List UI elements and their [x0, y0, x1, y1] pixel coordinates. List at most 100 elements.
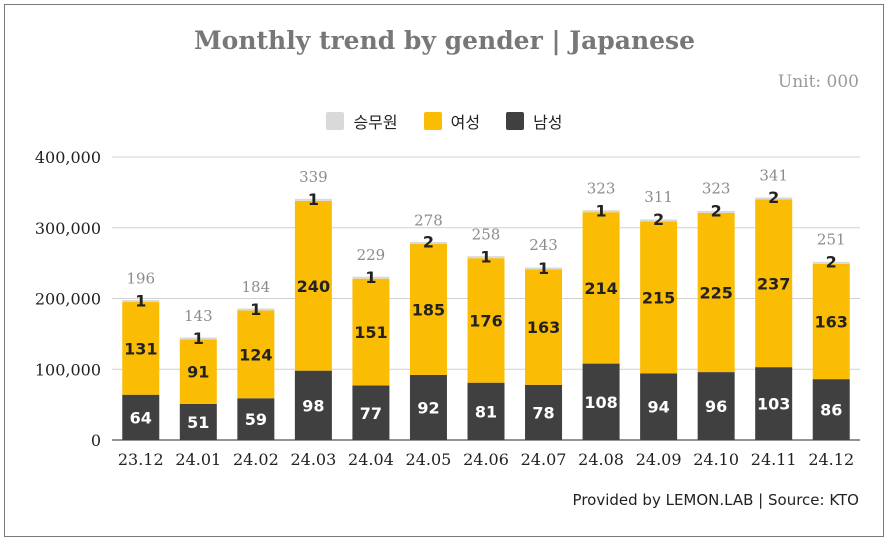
segment-value-label: 1: [538, 259, 549, 278]
bar-segment-male: [294, 370, 332, 440]
x-tick-label: 24.06: [463, 450, 509, 469]
y-tick-label: 400,000: [35, 148, 101, 167]
legend: 승무원 여성 남성: [0, 109, 889, 133]
bar-segment-male: [697, 372, 735, 440]
total-label: 339: [299, 168, 328, 186]
segment-value-label: 124: [239, 345, 272, 364]
bar-segment-female: [525, 269, 563, 385]
x-tick-label: 24.08: [578, 450, 624, 469]
segment-value-label: 185: [412, 300, 445, 319]
segment-value-label: 81: [475, 402, 497, 421]
bar-segment-male: [755, 367, 793, 440]
bar-segment-crew: [179, 337, 217, 340]
segment-value-label: 1: [193, 329, 204, 348]
bar-segment-female: [697, 212, 735, 373]
segment-value-label: 64: [130, 408, 152, 427]
segment-value-label: 176: [469, 311, 502, 330]
x-tick-label: 24.10: [693, 450, 739, 469]
total-label: 229: [357, 246, 386, 264]
total-label: 196: [126, 269, 155, 287]
total-label: 258: [472, 225, 501, 243]
legend-item-crew: 승무원: [326, 109, 398, 133]
segment-value-label: 86: [820, 401, 842, 420]
y-tick-label: 200,000: [35, 290, 101, 309]
segment-value-label: 237: [757, 274, 790, 293]
bar-segment-female: [122, 302, 160, 395]
y-tick-label: 100,000: [35, 360, 101, 379]
segment-value-label: 51: [187, 413, 209, 432]
bar-segment-crew: [122, 300, 160, 303]
bar-segment-male: [467, 382, 505, 440]
bar-segment-male: [812, 379, 850, 440]
bar-segment-male: [122, 394, 160, 440]
segment-value-label: 2: [423, 233, 434, 252]
legend-swatch-female: [423, 112, 442, 130]
segment-value-label: 98: [302, 396, 324, 415]
bar-segment-male: [409, 374, 447, 440]
legend-swatch-crew: [326, 112, 345, 130]
x-tick-label: 24.07: [521, 450, 567, 469]
legend-swatch-male: [506, 112, 525, 130]
segment-value-label: 108: [584, 393, 617, 412]
segment-value-label: 163: [815, 312, 848, 331]
segment-value-label: 59: [245, 410, 267, 429]
x-tick-label: 24.09: [636, 450, 682, 469]
segment-value-label: 1: [480, 247, 491, 266]
legend-label-crew: 승무원: [353, 113, 398, 132]
bar-segment-male: [640, 373, 678, 440]
x-tick-label: 24.05: [406, 450, 452, 469]
legend-item-female: 여성: [423, 109, 481, 133]
segment-value-label: 1: [365, 268, 376, 287]
bar-segment-male: [237, 398, 275, 440]
bar-segment-crew: [525, 267, 563, 270]
segment-value-label: 92: [417, 398, 439, 417]
bar-segment-crew: [640, 219, 678, 222]
y-tick-label: 300,000: [35, 219, 101, 238]
legend-label-male: 남성: [533, 113, 563, 132]
legend-item-male: 남성: [506, 109, 563, 133]
source-note: Provided by LEMON.LAB | Source: KTO: [572, 491, 859, 509]
total-label: 341: [759, 167, 788, 185]
segment-value-label: 151: [354, 323, 387, 342]
bar-segment-male: [582, 363, 620, 440]
bar-segment-crew: [582, 210, 620, 213]
x-tick-label: 24.03: [290, 450, 336, 469]
bar-segment-female: [582, 212, 620, 364]
bar-segment-male: [352, 385, 390, 440]
bar-segment-female: [640, 221, 678, 374]
segment-value-label: 240: [297, 277, 330, 296]
segment-value-label: 2: [826, 252, 837, 271]
segment-value-label: 1: [308, 190, 319, 209]
segment-value-label: 1: [135, 291, 146, 310]
bar-segment-crew: [409, 242, 447, 245]
bar-segment-female: [179, 339, 217, 404]
bar-segment-crew: [237, 308, 275, 311]
segment-value-label: 163: [527, 318, 560, 337]
segment-value-label: 2: [768, 188, 779, 207]
segment-value-label: 96: [705, 397, 727, 416]
unit-label: Unit: 000: [777, 72, 859, 92]
segment-value-label: 215: [642, 288, 675, 307]
total-label: 323: [702, 179, 731, 197]
bar-segment-female: [812, 263, 850, 380]
segment-value-label: 1: [250, 300, 261, 319]
legend-label-female: 여성: [450, 113, 481, 132]
x-tick-label: 24.02: [233, 450, 279, 469]
bar-segment-female: [352, 278, 390, 386]
segment-value-label: 94: [647, 398, 669, 417]
total-label: 251: [817, 230, 846, 248]
segment-value-label: 1: [596, 201, 607, 220]
total-label: 243: [529, 236, 558, 254]
segment-value-label: 131: [124, 339, 157, 358]
segment-value-label: 78: [532, 403, 554, 422]
total-label: 278: [414, 211, 443, 229]
bar-segment-female: [237, 310, 275, 399]
bar-segment-male: [179, 403, 217, 440]
segment-value-label: 103: [757, 395, 790, 414]
x-tick-label: 24.01: [175, 450, 221, 469]
chart-title: Monthly trend by gender | Japanese: [193, 26, 696, 55]
bar-segment-crew: [812, 261, 850, 264]
x-tick-label: 24.11: [751, 450, 797, 469]
bar-segment-crew: [467, 256, 505, 259]
